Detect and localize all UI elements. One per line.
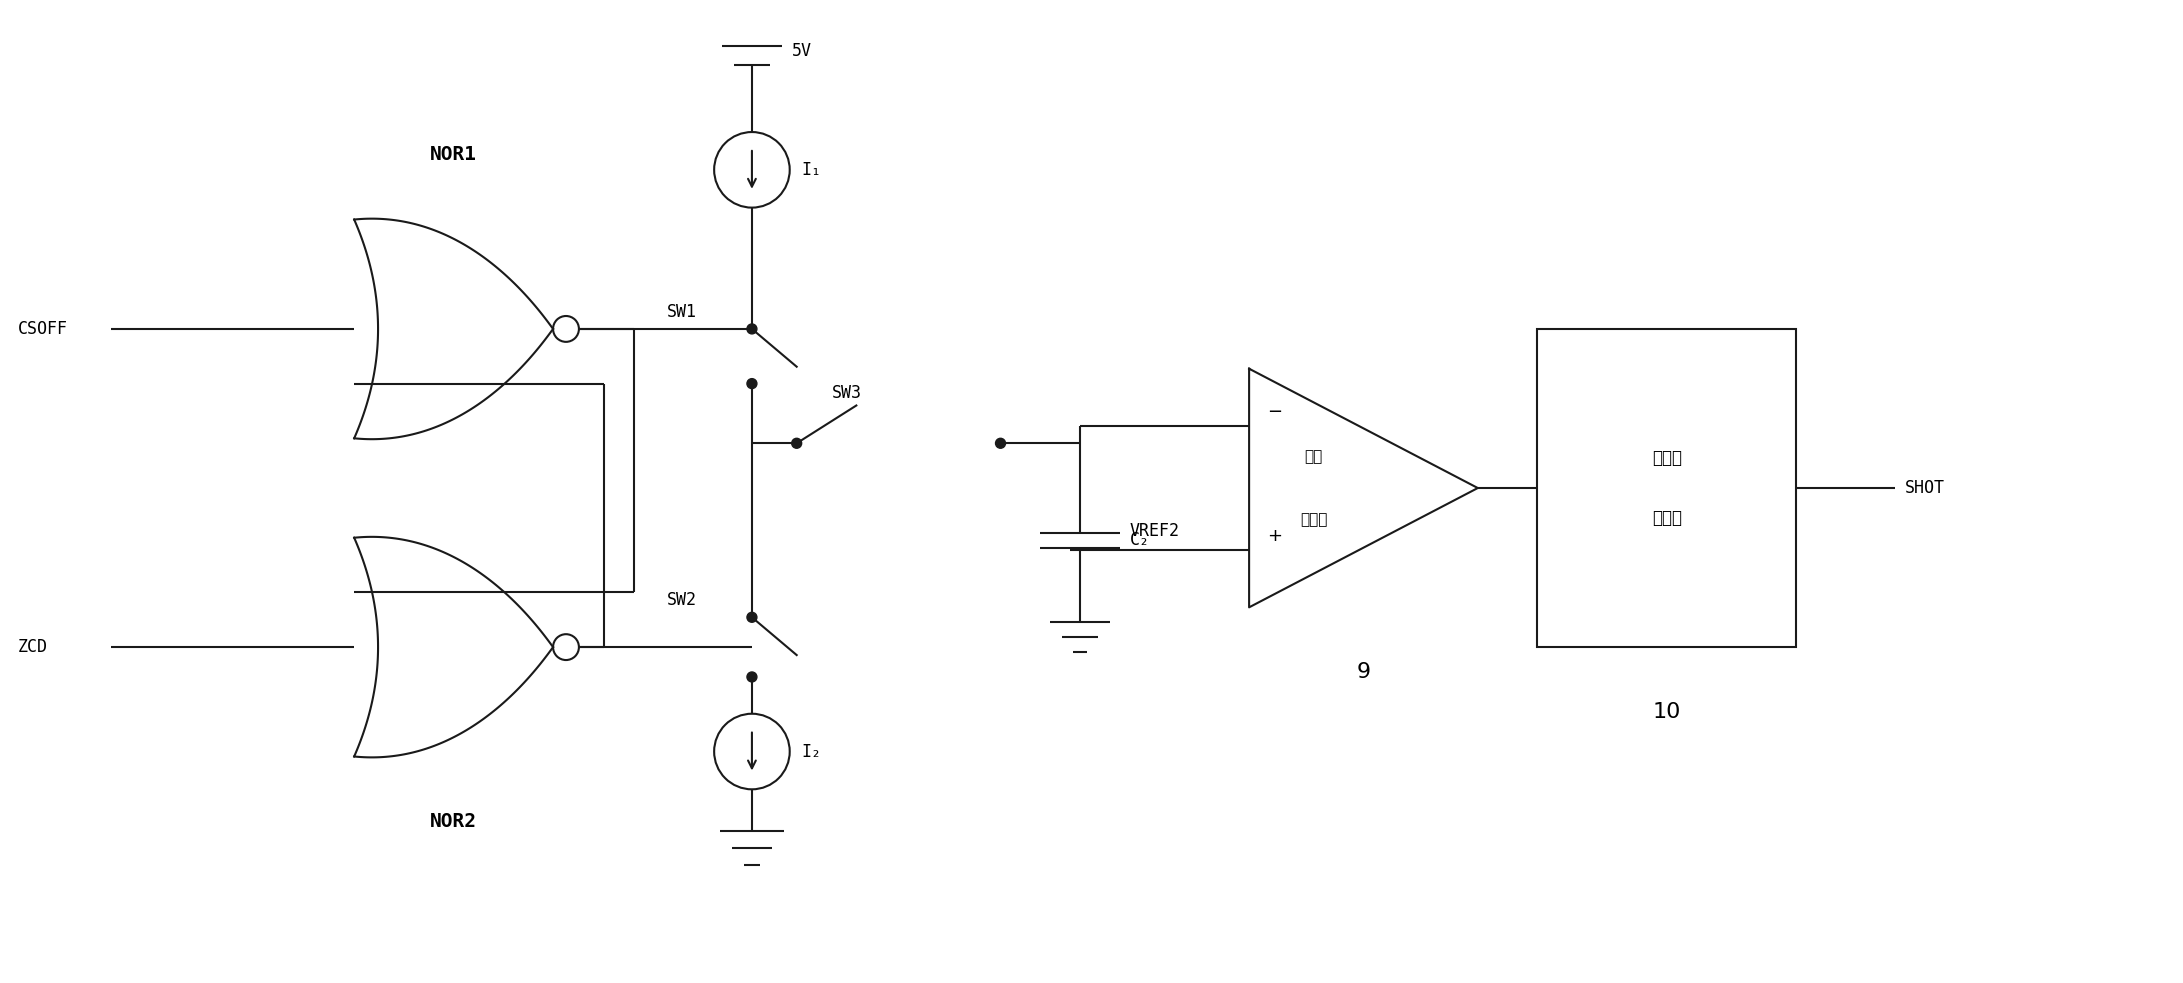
Text: 9: 9 xyxy=(1356,662,1371,682)
Text: 迟滞: 迟滞 xyxy=(1305,448,1323,464)
Text: NOR2: NOR2 xyxy=(430,812,478,831)
Text: SHOT: SHOT xyxy=(1906,479,1945,497)
Text: ZCD: ZCD xyxy=(17,638,48,656)
Text: I₁: I₁ xyxy=(801,161,821,179)
Text: 触发器: 触发器 xyxy=(1653,509,1681,527)
Text: +: + xyxy=(1266,527,1281,545)
Circle shape xyxy=(792,438,801,448)
Circle shape xyxy=(747,378,758,388)
Text: 单稳态: 单稳态 xyxy=(1653,449,1681,467)
Text: 10: 10 xyxy=(1653,702,1681,722)
Text: VREF2: VREF2 xyxy=(1131,522,1179,540)
Bar xyxy=(1537,329,1797,647)
Text: NOR1: NOR1 xyxy=(430,145,478,164)
Text: SW3: SW3 xyxy=(832,383,862,401)
Text: −: − xyxy=(1266,403,1281,422)
Text: C₂: C₂ xyxy=(1131,531,1150,549)
Circle shape xyxy=(747,324,758,334)
Text: 比较器: 比较器 xyxy=(1301,512,1327,527)
Text: CSOFF: CSOFF xyxy=(17,319,68,338)
Circle shape xyxy=(995,438,1006,448)
Circle shape xyxy=(747,612,758,622)
Text: SW2: SW2 xyxy=(668,592,696,609)
Text: SW1: SW1 xyxy=(668,303,696,321)
Text: I₂: I₂ xyxy=(801,742,821,761)
Circle shape xyxy=(747,672,758,682)
Text: 5V: 5V xyxy=(792,41,812,60)
